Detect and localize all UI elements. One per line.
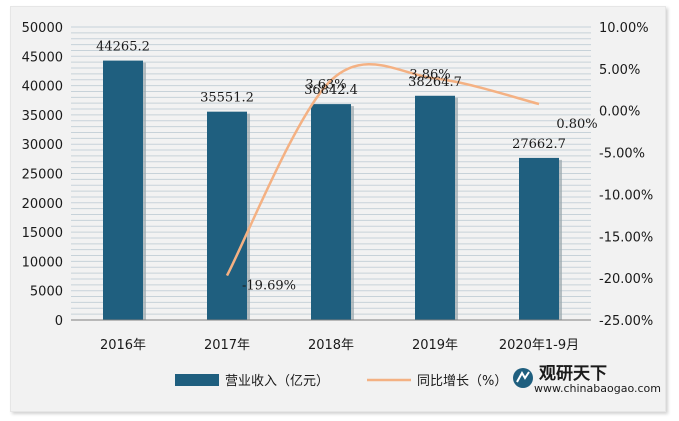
line-series <box>225 63 540 277</box>
y-left-tick-label: 0 <box>55 314 63 329</box>
y-left-tick-label: 10000 <box>22 255 63 270</box>
y-left-tick-label: 40000 <box>22 80 63 95</box>
axes: 0 5000 10000 15000 20000 25000 30000 35000 40000… <box>22 21 654 353</box>
bar <box>519 157 559 320</box>
y-right-tick-label: -25.00% <box>599 314 653 329</box>
y-right-tick-label: -20.00% <box>599 272 653 287</box>
legend-bar-label: 营业收入（亿元） <box>225 374 329 389</box>
bar <box>207 111 247 320</box>
bar <box>311 104 351 320</box>
legend-line-label: 同比增长（%） <box>417 374 507 389</box>
y-right-tick-label: -5.00% <box>599 147 645 162</box>
y-left-tick-label: 45000 <box>22 50 63 65</box>
chart-frame: 0 5000 10000 15000 20000 25000 30000 35000 40000… <box>10 6 666 412</box>
y-left-tick-label: 25000 <box>22 168 63 183</box>
y-left-tick-label: 30000 <box>22 138 63 153</box>
x-tick-label: 2018年 <box>308 338 354 353</box>
y-right-tick-label: 10.00% <box>599 21 649 36</box>
line-value-label: -19.69% <box>242 279 296 294</box>
y-left-tick-label: 15000 <box>22 226 63 241</box>
bar-value-label: 35551.2 <box>200 91 254 106</box>
y-left-tick-label: 50000 <box>22 21 63 36</box>
data-labels: 44265.2 35551.2 36842.4 38264.7 27662.7 -19.6… <box>96 40 598 294</box>
x-tick-label: 2016年 <box>100 338 146 353</box>
y-right-tick-label: -10.00% <box>599 188 653 203</box>
y-left-tick-label: 20000 <box>22 197 63 212</box>
y-right-tick-label: -15.00% <box>599 230 653 245</box>
chart-svg: 0 5000 10000 15000 20000 25000 30000 35000 40000… <box>22 21 661 395</box>
watermark-brand: 观研天下 <box>538 364 607 384</box>
growth-line <box>225 63 540 277</box>
watermark: 观研天下 www.chinabaogao.com <box>513 364 661 395</box>
bar-value-label: 36842.4 <box>304 83 358 98</box>
bar <box>103 60 143 320</box>
y-left-tick-label: 35000 <box>22 109 63 124</box>
y-left-tick-label: 5000 <box>30 285 63 300</box>
line-value-label: 0.80% <box>556 117 597 132</box>
bar-value-label: 27662.7 <box>512 137 566 152</box>
watermark-url: www.chinabaogao.com <box>534 382 661 395</box>
legend: 营业收入（亿元） 同比增长（%） <box>175 374 507 389</box>
bar-series <box>103 60 562 320</box>
line-value-label: 3.63% <box>305 77 346 92</box>
x-tick-label: 2019年 <box>412 338 458 353</box>
line-value-label: 3.86% <box>409 67 450 82</box>
bar-value-label: 38264.7 <box>408 75 462 90</box>
legend-bar-swatch <box>175 374 219 386</box>
watermark-logo-icon <box>513 368 533 388</box>
bar-value-label: 44265.2 <box>96 40 150 55</box>
y-right-tick-label: 0.00% <box>599 105 640 120</box>
x-tick-label: 2020年1-9月 <box>499 338 579 353</box>
y-right-tick-label: 5.00% <box>599 63 640 78</box>
bar <box>415 95 455 320</box>
x-tick-label: 2017年 <box>204 338 250 353</box>
